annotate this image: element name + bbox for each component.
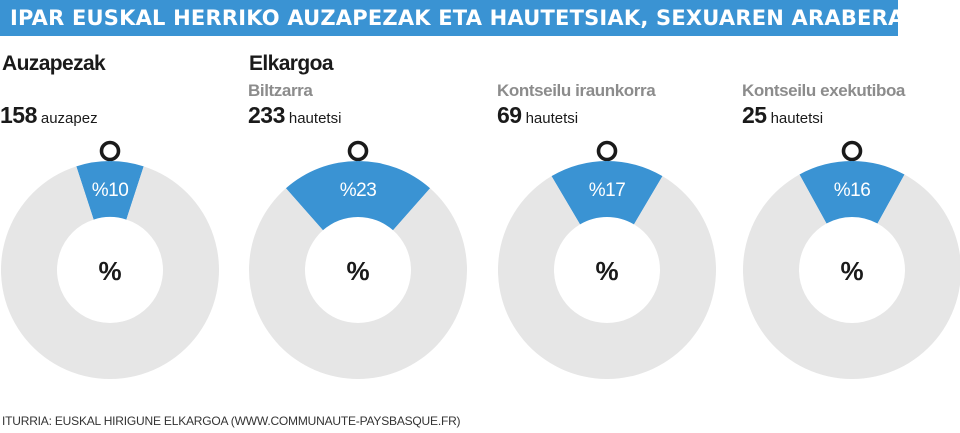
chart-title: IPAR EUSKAL HERRIKO AUZAPEZAK ETA HAUTET… xyxy=(0,0,904,36)
count-unit: hautetsi xyxy=(288,110,342,127)
count-line: 233 hautetsi xyxy=(248,102,341,129)
chart-column: 158 auzapez %10% xyxy=(0,0,220,433)
count-number: 25 xyxy=(742,102,767,128)
chart-subtitle: Kontseilu iraunkorra xyxy=(497,81,656,100)
donut-chart: %17% xyxy=(498,161,716,379)
slice-label: %23 xyxy=(340,180,377,201)
center-label: % xyxy=(595,256,618,286)
chart-column: Biltzarra 233 hautetsi %23% xyxy=(248,0,468,433)
center-label: % xyxy=(98,256,121,286)
chart-subtitle: Biltzarra xyxy=(248,81,313,100)
donut-slice-women xyxy=(76,161,144,220)
slice-label: %10 xyxy=(92,180,129,201)
chart-column: Kontseilu iraunkorra 69 hautetsi %17% xyxy=(497,0,717,433)
donut-chart: %23% xyxy=(248,161,467,379)
source-note: ITURRIA: EUSKAL HIRIGUNE ELKARGOA (WWW.C… xyxy=(2,414,461,428)
chart-subtitle: Kontseilu exekutiboa xyxy=(742,81,905,100)
chart-column: Kontseilu exekutiboa 25 hautetsi %16% xyxy=(742,0,960,433)
center-label: % xyxy=(840,256,863,286)
donut-slice-rest xyxy=(0,166,219,379)
donut-slice-women xyxy=(285,161,431,231)
center-label: % xyxy=(346,256,369,286)
donut-slice-women xyxy=(799,161,905,224)
donut-chart: %16% xyxy=(743,161,960,379)
count-line: 158 auzapez xyxy=(0,102,98,129)
count-number: 158 xyxy=(0,102,37,128)
count-unit: auzapez xyxy=(40,110,98,127)
slice-label: %17 xyxy=(589,180,626,201)
section-label-elkargoa: Elkargoa xyxy=(249,52,334,75)
count-line: 25 hautetsi xyxy=(742,102,823,129)
donut-slice-rest xyxy=(498,176,716,379)
count-unit: hautetsi xyxy=(525,110,579,127)
donut-slice-rest xyxy=(743,174,960,379)
count-line: 69 hautetsi xyxy=(497,102,578,129)
slice-label: %16 xyxy=(834,180,871,201)
section-label-auzapezak: Auzapezak xyxy=(2,52,106,75)
count-number: 69 xyxy=(497,102,522,128)
donut-slice-rest xyxy=(248,188,467,379)
count-number: 233 xyxy=(248,102,285,128)
donut-chart: %10% xyxy=(0,161,219,379)
count-unit: hautetsi xyxy=(770,110,824,127)
donut-slice-women xyxy=(551,161,663,225)
